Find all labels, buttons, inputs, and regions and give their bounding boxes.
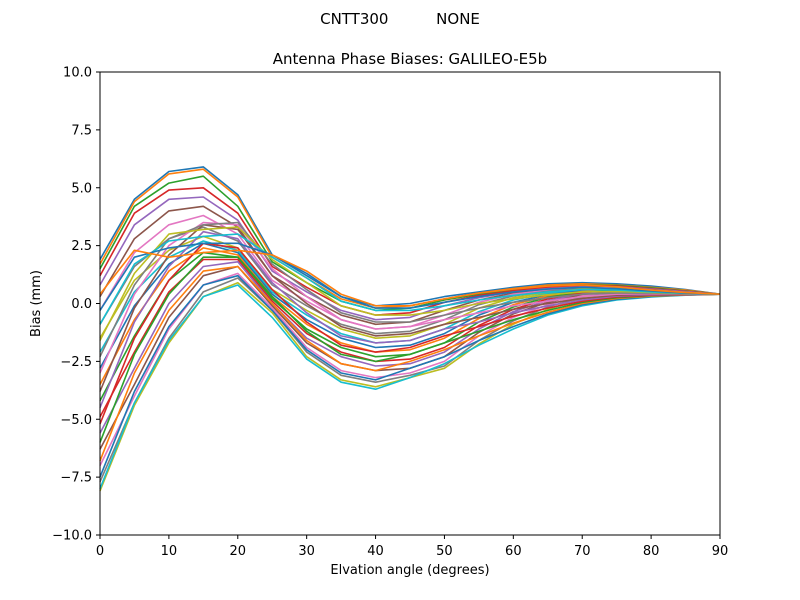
x-tick-label: 20 bbox=[230, 544, 247, 559]
x-tick-label: 90 bbox=[712, 544, 729, 559]
series-line bbox=[99, 221, 721, 374]
chart-title: Antenna Phase Biases: GALILEO-E5b bbox=[273, 50, 547, 68]
x-tick-label: 60 bbox=[505, 544, 522, 559]
y-tick-label: 7.5 bbox=[71, 123, 92, 138]
y-tick-label: 2.5 bbox=[71, 239, 92, 254]
x-tick-label: 30 bbox=[298, 544, 315, 559]
y-tick-label: −2.5 bbox=[60, 355, 92, 370]
y-axis-label: Bias (mm) bbox=[29, 270, 44, 337]
y-tick-label: 10.0 bbox=[63, 66, 92, 81]
y-tick-label: −7.5 bbox=[60, 471, 92, 486]
y-tick-label: −5.0 bbox=[60, 413, 92, 428]
series-line bbox=[99, 242, 721, 311]
y-tick-label: 5.0 bbox=[71, 181, 92, 196]
x-tick-label: 0 bbox=[96, 544, 104, 559]
y-tick-label: 0.0 bbox=[71, 297, 92, 312]
series-line bbox=[99, 274, 721, 478]
y-axis: −10.0 −7.5 −5.0 −2.5 0.0 2.5 5.0 7.5 10.0 bbox=[52, 66, 100, 544]
x-axis-label: Elvation angle (degrees) bbox=[330, 563, 489, 578]
series-lines bbox=[99, 166, 721, 492]
series-line bbox=[99, 249, 721, 307]
x-tick-label: 80 bbox=[643, 544, 660, 559]
series-line bbox=[99, 226, 721, 341]
x-tick-label: 70 bbox=[574, 544, 591, 559]
series-line bbox=[99, 233, 721, 325]
x-axis: 0 10 20 30 40 50 60 70 80 90 bbox=[96, 535, 728, 559]
x-tick-label: 10 bbox=[161, 544, 178, 559]
series-line bbox=[99, 166, 721, 307]
figure-suptitle: CNTT300 NONE bbox=[320, 10, 480, 28]
series-line bbox=[99, 221, 721, 358]
y-tick-label: −10.0 bbox=[52, 529, 92, 544]
series-line bbox=[99, 230, 721, 408]
x-tick-label: 40 bbox=[367, 544, 384, 559]
x-tick-label: 50 bbox=[436, 544, 453, 559]
